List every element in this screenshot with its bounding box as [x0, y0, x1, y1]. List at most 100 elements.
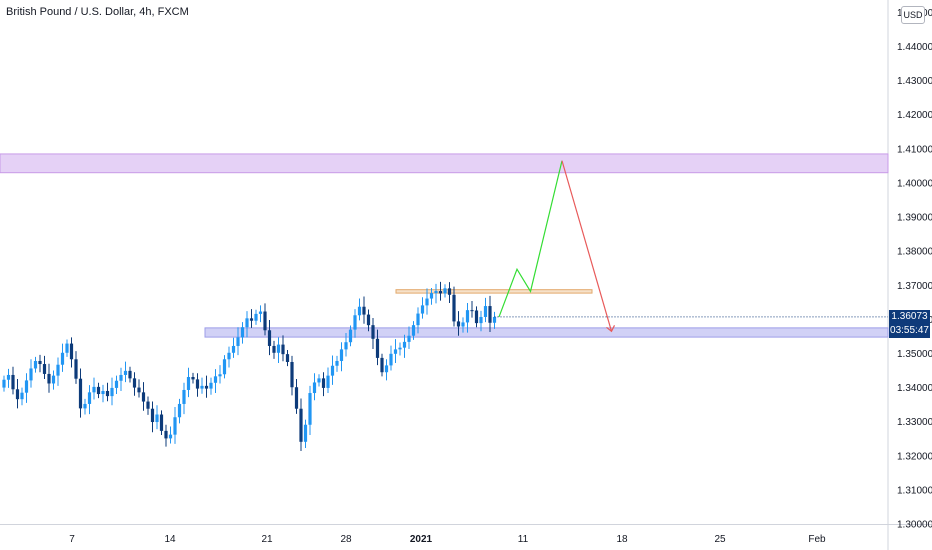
candle-body	[132, 378, 137, 388]
candle-body	[366, 314, 371, 326]
candle-body	[470, 310, 474, 312]
candle-body	[6, 374, 11, 380]
price-tick-label: 1.39000	[897, 213, 932, 224]
price-tick-label: 1.31000	[897, 485, 932, 496]
candle-body	[195, 379, 200, 389]
candle-body	[420, 305, 425, 314]
candle-body	[434, 291, 438, 294]
candle-body	[416, 313, 420, 326]
candle-body	[60, 352, 65, 365]
price-tick-label: 1.35000	[897, 349, 932, 360]
candle-body	[447, 288, 452, 295]
projection-down-path[interactable]	[561, 160, 613, 332]
candle-body	[492, 316, 497, 323]
candle-body	[38, 360, 42, 365]
candle-body	[69, 343, 74, 360]
candle-body	[375, 338, 380, 358]
candle-body	[87, 392, 92, 404]
candle-body	[218, 374, 222, 377]
candle-body	[362, 306, 366, 315]
candle-body	[483, 306, 488, 317]
candle-body	[398, 347, 402, 350]
candle-body	[159, 414, 164, 431]
candle-body	[389, 353, 393, 366]
candle-body	[429, 293, 434, 299]
candle-body	[78, 378, 83, 409]
mid-zone[interactable]	[395, 289, 593, 294]
candle-body	[114, 380, 119, 388]
candle-body	[150, 408, 155, 423]
candle-body	[258, 311, 263, 314]
resistance-zone[interactable]	[0, 153, 889, 174]
candle-body	[353, 315, 357, 330]
candle-body	[101, 390, 105, 395]
candle-body	[348, 329, 353, 343]
candle-body	[456, 321, 461, 327]
candle-body	[335, 360, 339, 366]
candle-body	[110, 387, 114, 397]
candle-body	[123, 370, 128, 375]
candle-body	[236, 337, 240, 346]
candle-body	[281, 344, 285, 355]
support-zone[interactable]	[204, 327, 889, 338]
candle-body	[321, 378, 326, 388]
candle-body	[20, 392, 24, 400]
candle-body	[47, 373, 51, 384]
candle-body	[155, 414, 159, 423]
time-tick-label: Feb	[808, 534, 826, 545]
candle-body	[425, 298, 429, 306]
candle-body	[438, 291, 443, 294]
price-tick-label: 1.34000	[897, 383, 932, 394]
candle-body	[285, 354, 290, 362]
candle-body	[308, 393, 312, 425]
candle-body	[191, 377, 195, 380]
candle-body	[294, 387, 299, 409]
candle-body	[393, 349, 398, 354]
time-tick-label: 2021	[410, 534, 433, 545]
candle-body	[182, 389, 186, 404]
price-tick-label: 1.32000	[897, 451, 932, 462]
candle-body	[231, 345, 236, 353]
candle-body	[2, 379, 6, 388]
candle-body	[344, 342, 348, 350]
candle-body	[213, 376, 218, 383]
candle-body	[339, 349, 344, 361]
candle-body	[411, 325, 416, 336]
candle-body	[164, 430, 168, 439]
price-tick-label: 1.30000	[897, 520, 932, 531]
projection-up-path[interactable]	[498, 160, 563, 318]
candle-body	[42, 364, 47, 374]
candle-body	[74, 359, 78, 379]
candle-body	[119, 374, 123, 381]
time-tick-label: 21	[261, 534, 273, 545]
candle-body	[186, 377, 191, 390]
candle-body	[204, 385, 209, 389]
candle-body	[137, 387, 141, 393]
time-tick-label: 28	[340, 534, 352, 545]
candle-body	[56, 364, 60, 376]
currency-badge[interactable]: USD	[901, 6, 925, 24]
price-tick-label: 1.37000	[897, 281, 932, 292]
candle-body	[141, 392, 146, 402]
time-tick-label: 18	[616, 534, 628, 545]
candle-body	[290, 361, 294, 388]
candle-body	[299, 408, 303, 442]
time-tick-label: 25	[714, 534, 726, 545]
candle-body	[326, 375, 330, 388]
candle-body	[272, 345, 276, 353]
candle-body	[240, 327, 245, 338]
candle-body	[263, 311, 267, 331]
candle-body	[51, 375, 56, 384]
countdown-tag: 03:55:47	[889, 323, 930, 338]
symbol-title[interactable]: British Pound / U.S. Dollar, 4h, FXCM	[6, 6, 189, 18]
candle-body	[330, 365, 335, 376]
price-tick-label: 1.41000	[897, 144, 932, 155]
candle-body	[303, 424, 308, 442]
price-tick-label: 1.33000	[897, 417, 932, 428]
candle-body	[312, 382, 317, 394]
candle-body	[479, 316, 483, 324]
candle-body	[384, 365, 389, 373]
candle-body	[96, 386, 101, 395]
